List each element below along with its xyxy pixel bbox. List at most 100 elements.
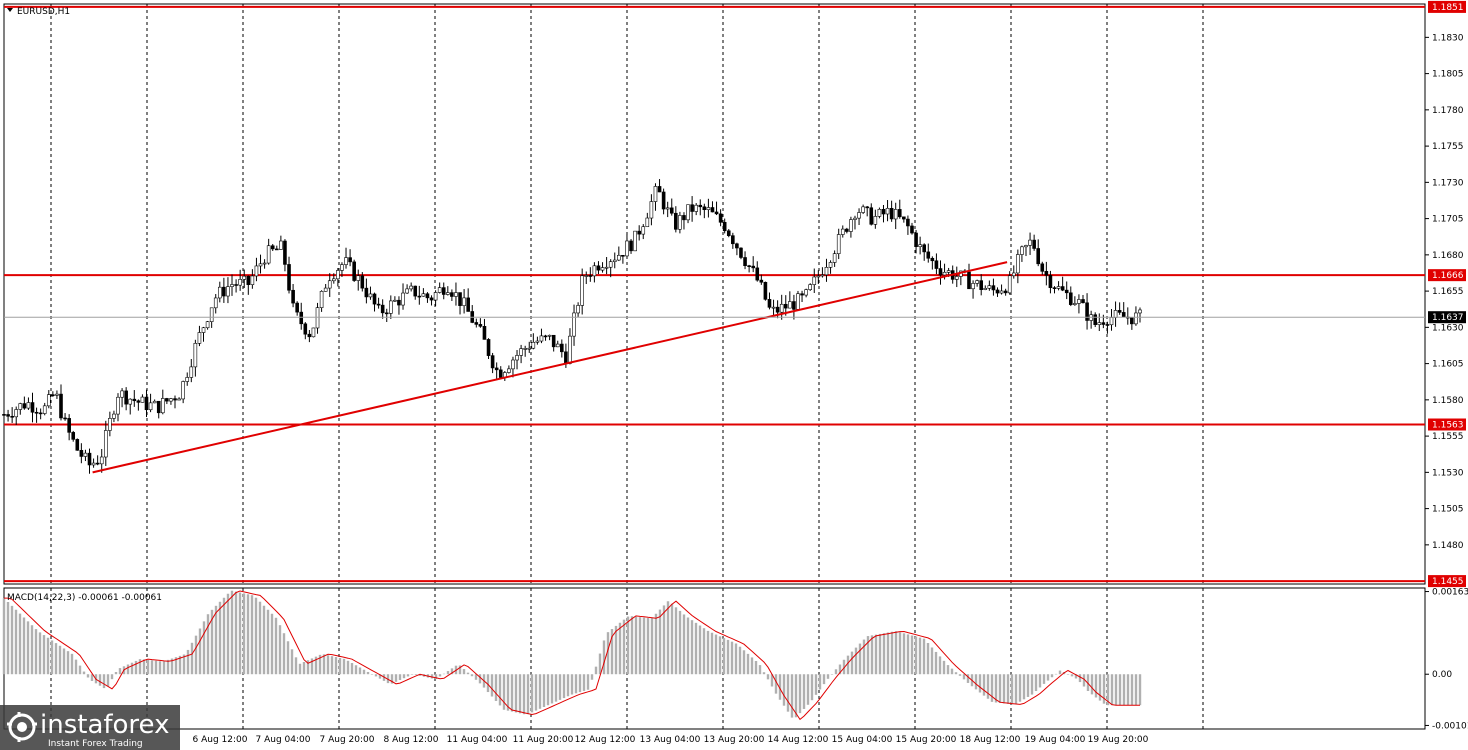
macd-bar — [750, 657, 754, 675]
macd-bar — [550, 674, 554, 704]
candle-body — [458, 292, 462, 306]
macd-bar — [558, 674, 562, 700]
candle-body — [234, 284, 238, 286]
macd-bar — [1006, 674, 1010, 704]
macd-bar — [714, 634, 718, 675]
macd-bar — [582, 674, 586, 691]
candle-body — [429, 297, 434, 301]
candle-body — [637, 230, 641, 235]
macd-bar — [930, 647, 934, 675]
candle-body — [181, 381, 185, 400]
candle-body — [295, 302, 299, 313]
macd-bar — [830, 674, 834, 675]
macd-bar — [258, 601, 262, 675]
instaforex-logo-icon — [7, 712, 37, 742]
candle-body — [132, 398, 137, 402]
symbol-title[interactable]: EURUSD,H1 — [17, 7, 70, 17]
candle-body — [197, 332, 202, 344]
candle-body — [551, 334, 556, 348]
candle-body — [1007, 275, 1012, 294]
macd-bar — [1018, 674, 1022, 702]
candle-body — [967, 271, 971, 290]
candle-body — [999, 290, 1004, 294]
macd-bar — [546, 674, 550, 706]
macd-bar — [878, 633, 882, 675]
macd-bar — [726, 639, 730, 675]
macd-bar — [330, 656, 334, 675]
macd-bar — [262, 605, 266, 675]
level-tag — [1428, 269, 1466, 282]
candle-body — [112, 413, 116, 419]
dropdown-triangle-icon[interactable] — [7, 8, 13, 12]
candle-body — [1068, 292, 1073, 305]
candle-body — [975, 280, 979, 284]
candle-body — [735, 243, 739, 249]
candle-body — [608, 261, 613, 268]
candle-body — [726, 230, 731, 236]
macd-bar — [606, 632, 610, 675]
macd-bar — [50, 640, 54, 675]
macd-bar — [934, 651, 938, 675]
candle-body — [625, 240, 629, 257]
macd-bar — [1114, 674, 1118, 706]
macd-bar — [150, 660, 154, 675]
macd-bar — [942, 660, 946, 675]
candle-body — [568, 335, 572, 364]
candle-body — [779, 303, 784, 313]
macd-bar — [962, 674, 966, 680]
macd-bar — [678, 610, 682, 675]
macd-bar — [1034, 674, 1038, 692]
price-tick-label: 1.1580 — [1432, 396, 1464, 406]
macd-bar — [334, 657, 338, 675]
macd-bar — [470, 674, 474, 677]
vertical-gridlines — [50, 4, 1204, 729]
macd-bar — [1074, 674, 1078, 679]
candle-body — [771, 306, 776, 309]
macd-bar — [38, 632, 42, 675]
candle-body — [885, 207, 890, 215]
macd-signal-line — [4, 590, 1140, 721]
macd-bar — [722, 638, 726, 675]
candle-body — [788, 301, 792, 309]
macd-bar — [702, 628, 706, 675]
macd-bar — [638, 617, 642, 675]
watermark: instaforex Instant Forex Trading — [0, 705, 180, 750]
candle-body — [380, 304, 385, 314]
candle-body — [1085, 302, 1089, 321]
macd-bar — [650, 617, 654, 675]
candle-body — [156, 400, 161, 414]
candle-body — [674, 212, 678, 230]
time-tick-label: 6 Aug 12:00 — [193, 735, 248, 745]
macd-bar — [902, 633, 906, 675]
macd-bar — [806, 674, 810, 705]
candle-body — [75, 439, 80, 451]
macd-bar — [1030, 674, 1034, 695]
macd-bar — [1118, 674, 1122, 706]
candle-body — [682, 215, 686, 221]
candle-body — [889, 207, 894, 220]
candle-body — [1121, 312, 1126, 318]
macd-bar — [46, 637, 50, 675]
candle-body — [523, 348, 527, 350]
macd-bar — [194, 635, 198, 675]
candle-body — [759, 279, 764, 283]
macd-bar — [938, 656, 942, 675]
macd-bar — [386, 674, 390, 684]
price-tick-label: 1.1705 — [1432, 215, 1464, 225]
macd-bar — [126, 664, 130, 675]
macd-bar — [66, 651, 70, 675]
price-panel-frame — [3, 3, 1426, 585]
candle-body — [783, 303, 788, 309]
candle-body — [177, 398, 181, 401]
candle-body — [91, 462, 96, 466]
candle-body — [421, 293, 426, 297]
macd-bar — [634, 616, 638, 675]
macd-bar — [490, 674, 494, 697]
time-tick-label: 13 Aug 20:00 — [704, 735, 765, 745]
macd-bar — [166, 659, 170, 675]
macd-bar — [130, 662, 134, 675]
candle-body — [796, 293, 800, 310]
candle-body — [226, 286, 230, 297]
price-tick-label: 1.1530 — [1432, 468, 1464, 478]
